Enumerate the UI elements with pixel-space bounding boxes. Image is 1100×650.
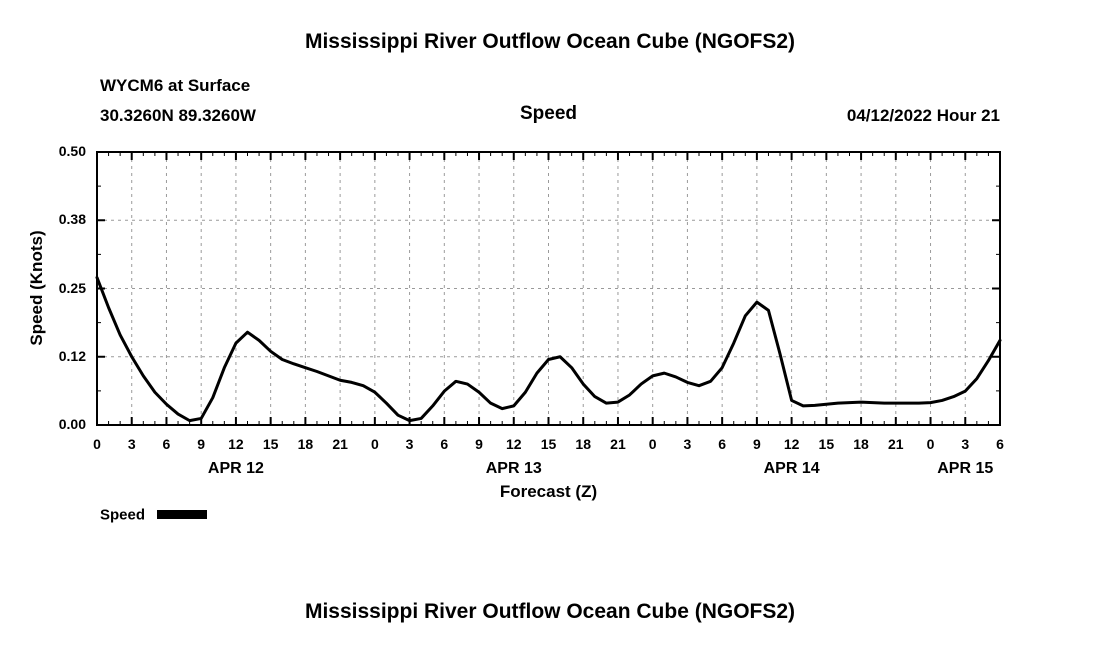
x-tick-label: 21 — [332, 436, 348, 452]
x-tick-label: 3 — [683, 436, 692, 452]
legend: Speed — [100, 506, 208, 526]
x-tick-label: 12 — [505, 436, 522, 452]
day-label: APR 15 — [937, 460, 994, 477]
x-tick-label: 6 — [718, 436, 727, 452]
station-label: WYCM6 at Surface — [100, 76, 251, 95]
legend-swatch — [157, 510, 208, 520]
legend-label: Speed — [100, 506, 146, 524]
y-tick-label: 0.00 — [58, 416, 86, 432]
x-tick-label: 12 — [228, 436, 244, 452]
x-tick-label: 0 — [93, 436, 101, 452]
x-tick-label: 0 — [370, 436, 379, 452]
x-tick-label: 6 — [996, 436, 1004, 452]
x-tick-label: 6 — [440, 436, 449, 452]
day-label: APR 14 — [763, 460, 820, 477]
coordinates-label: 30.3260N 89.3260W — [100, 106, 256, 125]
plot-subtitle: Speed — [519, 103, 578, 124]
x-tick-label: 18 — [853, 436, 869, 452]
datetime-label: 04/12/2022 Hour 21 — [846, 106, 1000, 125]
x-tick-label: 9 — [197, 436, 206, 452]
day-label: APR 12 — [207, 460, 264, 477]
y-tick-label: 0.38 — [58, 211, 86, 228]
x-tick-label: 6 — [162, 436, 171, 452]
x-tick-label: 21 — [610, 436, 626, 452]
x-tick-label: 9 — [752, 436, 761, 452]
x-tick-label: 0 — [926, 436, 935, 452]
x-tick-label: 12 — [783, 436, 800, 452]
chart-title-top: Mississippi River Outflow Ocean Cube (NG… — [304, 30, 796, 53]
x-tick-label: 18 — [297, 436, 314, 452]
y-tick-label: 0.50 — [58, 143, 86, 159]
x-tick-label: 18 — [575, 436, 592, 452]
x-tick-label: 0 — [648, 436, 657, 452]
x-tick-label: 15 — [262, 436, 279, 452]
y-tick-label: 0.12 — [58, 347, 86, 364]
day-label: APR 13 — [485, 460, 542, 477]
speed-plot — [95, 151, 1002, 426]
y-tick-label: 0.25 — [58, 279, 86, 296]
x-tick-label: 3 — [127, 436, 136, 452]
x-tick-label: 3 — [961, 436, 970, 452]
x-tick-label: 9 — [475, 436, 483, 452]
chart-title-bottom: Mississippi River Outflow Ocean Cube (NG… — [304, 600, 796, 623]
x-tick-label: 15 — [540, 436, 557, 452]
speed-series-line — [95, 276, 1002, 423]
x-axis-label: Forecast (Z) — [499, 482, 598, 501]
x-tick-label: 3 — [405, 436, 414, 452]
x-tick-label: 15 — [818, 436, 835, 452]
x-tick-label: 21 — [888, 436, 904, 452]
